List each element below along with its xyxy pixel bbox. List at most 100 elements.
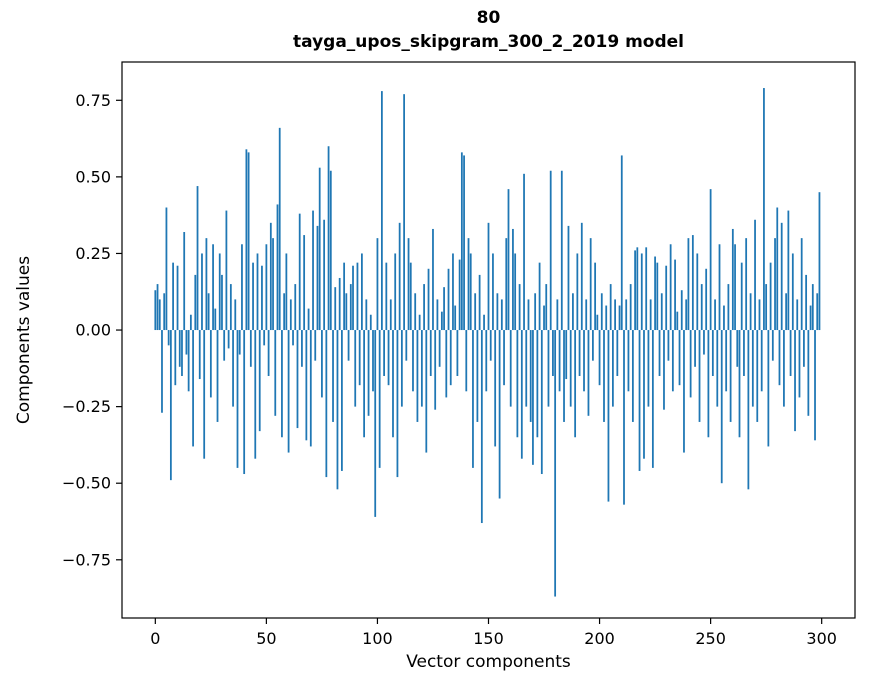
bar bbox=[412, 330, 414, 392]
bar bbox=[674, 259, 676, 331]
bar bbox=[338, 277, 341, 331]
bar bbox=[256, 253, 259, 331]
bar bbox=[538, 262, 541, 331]
bar bbox=[323, 219, 326, 331]
axes-border bbox=[121, 61, 856, 619]
bar bbox=[809, 305, 812, 331]
bar bbox=[592, 330, 594, 361]
bar bbox=[727, 284, 730, 331]
bar bbox=[629, 284, 632, 331]
bar bbox=[558, 330, 561, 392]
bar bbox=[514, 253, 517, 331]
bar bbox=[725, 330, 728, 392]
bar bbox=[698, 330, 701, 422]
bar bbox=[574, 330, 577, 438]
bar bbox=[614, 299, 616, 331]
bar bbox=[192, 330, 194, 447]
bar bbox=[354, 330, 357, 407]
bar bbox=[269, 222, 272, 331]
bar bbox=[232, 330, 234, 407]
bar bbox=[709, 189, 712, 331]
bar bbox=[292, 330, 294, 346]
bar bbox=[685, 299, 688, 331]
bar bbox=[469, 253, 472, 331]
bar bbox=[387, 330, 390, 386]
bar bbox=[374, 330, 377, 517]
bar bbox=[520, 330, 523, 459]
bar bbox=[780, 222, 783, 331]
bar bbox=[458, 259, 461, 331]
x-tick-label: 300 bbox=[806, 629, 837, 648]
bar bbox=[645, 247, 648, 331]
bar bbox=[487, 222, 490, 331]
bar bbox=[261, 265, 263, 331]
bar bbox=[760, 330, 763, 392]
bar bbox=[563, 330, 565, 422]
bar bbox=[743, 330, 745, 376]
bar bbox=[298, 213, 301, 331]
bar bbox=[769, 262, 772, 331]
bar bbox=[309, 330, 312, 447]
bar bbox=[523, 173, 525, 331]
bar bbox=[207, 293, 210, 331]
bar bbox=[554, 330, 557, 597]
bar bbox=[434, 330, 437, 410]
bar bbox=[396, 330, 399, 478]
bar bbox=[507, 189, 510, 331]
bar bbox=[651, 330, 654, 468]
bar bbox=[525, 330, 528, 407]
bar bbox=[389, 299, 392, 331]
bar bbox=[498, 330, 501, 499]
bar bbox=[787, 210, 790, 331]
bar bbox=[485, 330, 488, 392]
bar bbox=[245, 149, 248, 331]
bar bbox=[274, 330, 277, 416]
bar bbox=[658, 330, 661, 376]
bar bbox=[572, 293, 574, 331]
bar bbox=[807, 330, 810, 416]
bar bbox=[178, 330, 181, 367]
bar bbox=[361, 253, 363, 331]
bar bbox=[205, 238, 208, 331]
bar bbox=[620, 155, 623, 331]
bar bbox=[347, 330, 350, 361]
bar bbox=[678, 330, 681, 386]
bar bbox=[305, 330, 308, 441]
bar bbox=[227, 330, 230, 349]
bar bbox=[676, 311, 679, 331]
bar bbox=[372, 330, 374, 392]
bar bbox=[680, 290, 683, 331]
bar bbox=[789, 330, 792, 376]
bar bbox=[751, 330, 754, 407]
bar bbox=[467, 238, 470, 331]
bar bbox=[238, 330, 241, 355]
bar bbox=[316, 225, 319, 331]
bar bbox=[552, 330, 554, 376]
bar bbox=[800, 238, 803, 331]
bar bbox=[218, 253, 221, 331]
bar bbox=[436, 299, 439, 331]
y-tick-label: 0.25 bbox=[75, 244, 111, 263]
bar bbox=[356, 262, 359, 331]
bar bbox=[283, 293, 286, 331]
bar bbox=[365, 299, 368, 331]
bar bbox=[691, 235, 694, 331]
bar bbox=[778, 330, 781, 386]
bar bbox=[189, 314, 192, 331]
bar bbox=[376, 238, 379, 331]
bar bbox=[665, 265, 668, 331]
bar bbox=[754, 219, 756, 331]
bar bbox=[296, 330, 299, 429]
bar bbox=[532, 330, 534, 465]
bar bbox=[161, 330, 163, 413]
bar bbox=[167, 330, 170, 346]
bar bbox=[392, 330, 394, 438]
bar bbox=[649, 299, 652, 331]
bar bbox=[325, 330, 328, 478]
bar bbox=[534, 293, 537, 331]
bar bbox=[545, 284, 548, 331]
bar bbox=[327, 146, 330, 331]
bar bbox=[512, 228, 514, 331]
bar bbox=[529, 330, 532, 422]
